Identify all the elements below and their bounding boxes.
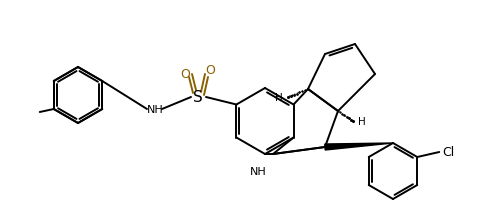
Text: H: H [358,116,366,126]
Text: O: O [205,64,215,77]
Text: H: H [275,92,283,103]
Text: O: O [180,67,190,80]
Text: NH: NH [249,166,266,176]
Text: NH: NH [147,104,164,115]
Text: S: S [193,90,203,105]
Polygon shape [325,143,393,150]
Text: Cl: Cl [442,146,454,159]
